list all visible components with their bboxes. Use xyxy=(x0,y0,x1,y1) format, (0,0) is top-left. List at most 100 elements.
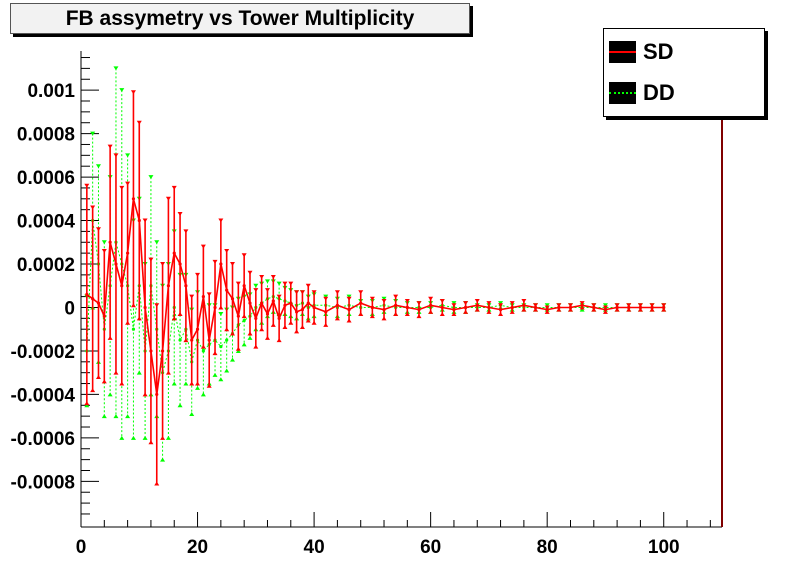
error-cap-bottom xyxy=(160,457,166,462)
error-cap-top xyxy=(218,218,224,223)
error-cap-top xyxy=(264,279,270,284)
error-cap-top xyxy=(113,153,119,158)
error-cap-bottom xyxy=(334,316,340,321)
data-point xyxy=(271,299,275,303)
error-cap-bottom xyxy=(95,375,101,380)
error-cap-bottom xyxy=(125,414,131,419)
error-cap-top xyxy=(591,303,597,308)
data-point xyxy=(155,392,159,397)
data-point xyxy=(382,308,386,312)
error-cap-bottom xyxy=(235,348,241,353)
data-point xyxy=(603,308,608,312)
error-cap-bottom xyxy=(165,370,171,375)
error-cap-bottom xyxy=(614,307,620,312)
error-cap-bottom xyxy=(177,403,183,408)
error-cap-top xyxy=(218,311,224,316)
error-cap-top xyxy=(288,281,294,286)
error-cap-bottom xyxy=(533,307,539,312)
x-tick-label: 40 xyxy=(304,537,325,558)
data-point xyxy=(242,284,246,288)
error-cap-bottom xyxy=(474,307,480,312)
error-cap-bottom xyxy=(404,311,410,316)
error-cap-bottom xyxy=(230,357,236,362)
error-cap-top xyxy=(264,288,270,293)
error-cap-bottom xyxy=(218,377,224,382)
data-point xyxy=(213,305,217,310)
error-cap-top xyxy=(381,296,387,301)
data-point xyxy=(219,344,223,349)
x-tick-label: 100 xyxy=(648,537,680,558)
error-cap-bottom xyxy=(119,381,125,386)
error-cap-top xyxy=(125,153,131,158)
data-point xyxy=(300,308,305,312)
error-cap-top xyxy=(107,144,113,149)
data-point xyxy=(417,308,421,312)
y-tick-label: -0.0002 xyxy=(11,342,75,363)
error-cap-bottom xyxy=(113,414,119,419)
error-cap-top xyxy=(235,281,241,286)
error-cap-bottom xyxy=(212,372,218,377)
error-cap-top xyxy=(125,181,131,186)
error-cap-top xyxy=(544,303,550,308)
error-cap-top xyxy=(637,303,643,308)
data-point xyxy=(638,305,643,310)
error-cap-bottom xyxy=(212,351,218,356)
data-point xyxy=(160,349,165,353)
data-point xyxy=(225,338,229,342)
error-cap-bottom xyxy=(579,307,585,312)
error-cap-top xyxy=(270,275,276,280)
data-point xyxy=(166,284,171,288)
error-cap-bottom xyxy=(241,342,247,347)
error-cap-top xyxy=(148,257,154,262)
error-cap-bottom xyxy=(661,307,667,312)
error-cap-top xyxy=(521,298,527,303)
error-cap-top xyxy=(160,262,166,267)
error-cap-bottom xyxy=(544,309,550,314)
data-point xyxy=(131,327,136,331)
data-point xyxy=(370,305,374,310)
data-point xyxy=(627,305,631,310)
error-cap-bottom xyxy=(224,368,230,373)
series-line xyxy=(86,198,664,395)
error-cap-top xyxy=(253,283,259,288)
error-cap-bottom xyxy=(282,325,288,330)
x-tick-label: 60 xyxy=(420,537,441,558)
error-cap-bottom xyxy=(509,309,515,314)
error-cap-bottom xyxy=(288,320,294,325)
error-cap-top xyxy=(241,253,247,258)
data-point xyxy=(429,303,433,307)
error-cap-top xyxy=(602,305,608,310)
data-point xyxy=(394,303,398,307)
error-cap-bottom xyxy=(259,327,265,332)
error-cap-bottom xyxy=(206,383,212,388)
error-cap-top xyxy=(90,131,96,136)
y-tick-label: -0.0006 xyxy=(11,429,75,450)
x-tick-label: 80 xyxy=(537,537,558,558)
data-point xyxy=(190,338,194,342)
error-cap-top xyxy=(113,66,119,71)
data-point xyxy=(498,308,503,312)
error-cap-top xyxy=(294,290,300,295)
axis-ticks xyxy=(80,57,711,527)
error-cap-bottom xyxy=(247,335,253,340)
data-point xyxy=(114,262,118,266)
error-cap-bottom xyxy=(253,344,259,349)
legend-entry-dd: DD xyxy=(609,78,675,108)
error-cap-bottom xyxy=(119,435,125,440)
error-cap-bottom xyxy=(142,435,148,440)
error-cap-bottom xyxy=(439,311,445,316)
chart-title-box: FB assymetry vs Tower Multiplicity xyxy=(10,3,470,34)
data-point xyxy=(487,305,491,310)
data-point xyxy=(475,303,479,307)
error-cap-top xyxy=(299,290,305,295)
data-point xyxy=(195,327,200,331)
data-point xyxy=(131,197,136,201)
error-cap-bottom xyxy=(247,331,253,336)
data-point xyxy=(289,301,293,305)
y-tick-label: -0.0004 xyxy=(11,385,76,406)
data-point xyxy=(359,301,363,305)
error-cap-bottom xyxy=(84,403,90,408)
error-cap-bottom xyxy=(113,370,119,375)
error-cap-bottom xyxy=(591,307,597,312)
error-cap-top xyxy=(142,218,148,223)
